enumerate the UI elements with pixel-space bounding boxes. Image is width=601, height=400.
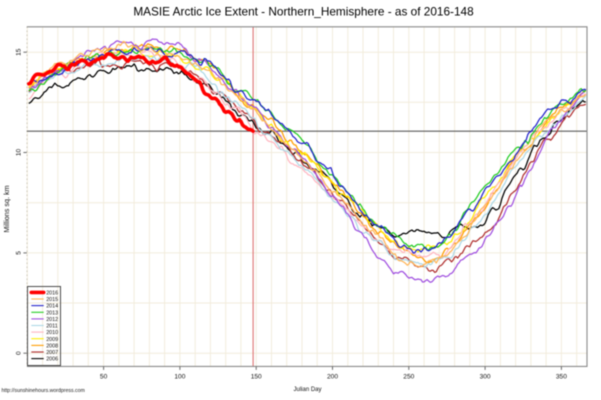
svg-text:2006: 2006 <box>46 357 58 363</box>
svg-text:2012: 2012 <box>46 317 58 323</box>
svg-text:2014: 2014 <box>46 304 58 310</box>
svg-text:250: 250 <box>403 374 414 381</box>
svg-text:50: 50 <box>100 374 108 381</box>
svg-text:2009: 2009 <box>46 337 58 343</box>
svg-text:5: 5 <box>16 251 23 255</box>
svg-text:0: 0 <box>16 351 23 355</box>
svg-text:2007: 2007 <box>46 350 58 356</box>
svg-text:2010: 2010 <box>46 330 58 336</box>
svg-text:15: 15 <box>16 48 23 56</box>
svg-text:10: 10 <box>16 149 23 157</box>
svg-text:300: 300 <box>480 374 491 381</box>
svg-text:2011: 2011 <box>46 324 58 330</box>
svg-text:2013: 2013 <box>46 310 58 316</box>
svg-text:MASIE Arctic Ice Extent - Nort: MASIE Arctic Ice Extent - Northern_Hemis… <box>133 5 474 19</box>
svg-text:Millions sq. km: Millions sq. km <box>2 185 11 232</box>
svg-text:2016: 2016 <box>46 291 58 297</box>
svg-text:200: 200 <box>327 374 338 381</box>
svg-text:150: 150 <box>251 374 262 381</box>
svg-text:100: 100 <box>174 374 185 381</box>
svg-text:Julian Day: Julian Day <box>293 387 321 393</box>
svg-text:http://sunshinehours.wordpress: http://sunshinehours.wordpress.com <box>2 388 85 394</box>
svg-text:350: 350 <box>556 374 567 381</box>
svg-text:2008: 2008 <box>46 344 58 350</box>
svg-text:2015: 2015 <box>46 297 58 303</box>
